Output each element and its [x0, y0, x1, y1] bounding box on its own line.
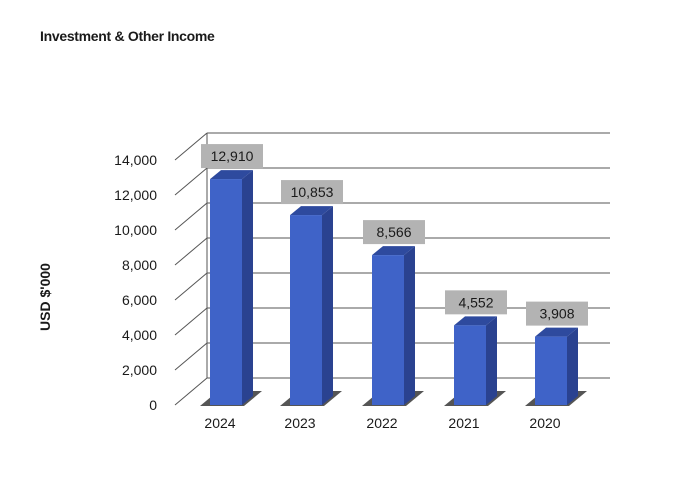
bars	[200, 170, 587, 406]
bar-top	[372, 246, 415, 256]
bar-side	[567, 327, 578, 405]
bar-side	[242, 170, 253, 405]
data-label-box	[363, 220, 425, 245]
bar	[210, 179, 242, 405]
bar-top	[210, 170, 253, 180]
data-labels: 12,910 10,853 8,566 4,552 3,908	[201, 144, 588, 326]
gridline-depth	[174, 167, 208, 196]
data-label: 8,566	[376, 224, 411, 240]
bar-side	[322, 206, 333, 405]
x-category-label: 2023	[284, 415, 315, 431]
x-category-labels: 2024 2023 2022 2021 2020	[204, 415, 560, 431]
data-label: 4,552	[458, 294, 493, 310]
x-category-label: 2022	[366, 415, 397, 431]
bar	[454, 325, 486, 405]
x-category-label: 2020	[529, 415, 560, 431]
data-label-box	[201, 144, 263, 169]
bar-top	[535, 327, 578, 337]
bar	[372, 255, 404, 405]
data-label: 3,908	[539, 306, 574, 322]
y-tick-label: 10,000	[114, 222, 157, 238]
y-tick-label: 0	[149, 397, 157, 413]
y-tick-label: 4,000	[122, 327, 157, 343]
y-tick-label: 14,000	[114, 152, 157, 168]
data-label-box	[445, 290, 507, 315]
x-category-label: 2024	[204, 415, 235, 431]
y-tick-labels: 0 2,000 4,000 6,000 8,000 10,000 12,000 14,000	[114, 152, 157, 413]
bar-side	[486, 316, 497, 405]
gridline-depth	[174, 307, 208, 336]
data-label: 12,910	[211, 148, 254, 164]
chart-title: Investment & Other Income	[40, 28, 215, 44]
gridline-depth	[174, 132, 208, 161]
gridline-depth	[174, 377, 208, 406]
gridline-depth	[174, 237, 208, 266]
data-label: 10,853	[291, 184, 334, 200]
y-tick-label: 8,000	[122, 257, 157, 273]
y-axis-title: USD $'000	[37, 263, 53, 331]
data-label-box	[526, 301, 588, 326]
bar-side	[404, 246, 415, 405]
bar	[290, 215, 322, 405]
data-label-box	[281, 180, 343, 205]
y-tick-label: 12,000	[114, 187, 157, 203]
bar-top	[454, 316, 497, 326]
y-tick-label: 6,000	[122, 292, 157, 308]
x-category-label: 2021	[448, 415, 479, 431]
gridline-depth	[174, 202, 208, 231]
y-tick-label: 2,000	[122, 362, 157, 378]
bar-top	[290, 206, 333, 216]
gridline-depth	[174, 342, 208, 371]
gridline-depth	[174, 272, 208, 301]
bar	[535, 336, 567, 405]
